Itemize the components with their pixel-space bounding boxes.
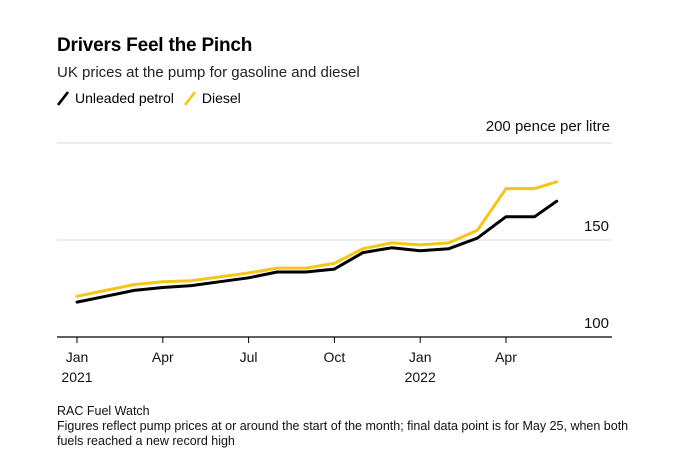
line-chart: 200 pence per litre 150 100 Jan 2021 Apr Jul Oc… [57, 118, 612, 385]
x-tick-label: Apr [495, 349, 517, 365]
x-tick-label: Oct [324, 349, 346, 365]
legend-item-diesel: Diesel [183, 90, 241, 106]
petrol-swatch-icon [57, 91, 69, 106]
source-text: RAC Fuel Watch [57, 404, 150, 418]
legend-label-diesel: Diesel [201, 90, 241, 106]
legend-label-petrol: Unleaded petrol [75, 90, 174, 106]
y-tick-label: 150 [584, 218, 609, 235]
x-tick-year-label: 2021 [61, 369, 92, 385]
y-unit-label: 200 pence per litre [486, 118, 610, 135]
y-tick-label: 100 [584, 315, 609, 332]
x-tick-label: Jul [240, 349, 258, 365]
chart-title: Drivers Feel the Pinch [57, 35, 253, 56]
x-tick-label: Jan [409, 349, 432, 365]
series-line-diesel [75, 180, 559, 298]
diesel-swatch-icon [183, 91, 196, 106]
x-tick-label: Apr [152, 349, 174, 365]
x-tick-label: Jan [66, 349, 89, 365]
chart-footer: RAC Fuel Watch Figures reflect pump pric… [57, 404, 637, 449]
series-line-unleaded-petrol [75, 199, 559, 304]
chart-subtitle: UK prices at the pump for gasoline and d… [57, 64, 360, 81]
legend: Unleaded petrol Diesel [57, 90, 251, 106]
legend-item-petrol: Unleaded petrol [57, 90, 174, 106]
x-tick-year-label: 2022 [405, 369, 436, 385]
note-text: Figures reflect pump prices at or around… [57, 419, 629, 448]
